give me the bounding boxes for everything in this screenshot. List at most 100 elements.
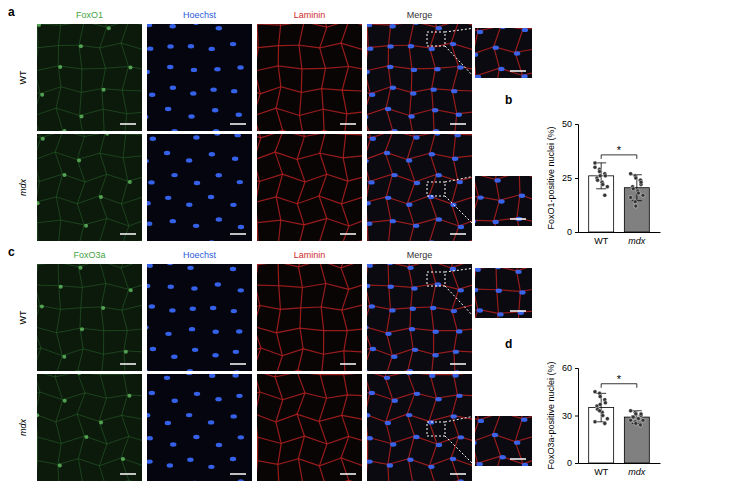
nucleus <box>186 203 192 207</box>
fiber-outline <box>389 286 413 310</box>
nucleus <box>493 220 499 224</box>
fiber-outline <box>410 89 432 116</box>
fiber-outline <box>321 480 349 481</box>
fiber-outline <box>103 109 127 130</box>
fiber-outline <box>257 108 276 131</box>
nucleus <box>216 173 222 177</box>
fiber-outline <box>121 240 142 241</box>
y-tick-mark <box>575 124 578 125</box>
fiber-outline <box>388 459 409 481</box>
fiber-outline <box>55 374 84 377</box>
nucleus <box>458 479 464 481</box>
fiber-outline <box>80 109 104 131</box>
fiber-outline <box>59 24 84 46</box>
fiber-outline <box>475 176 496 197</box>
fiber-outline <box>496 268 516 290</box>
nucleus <box>368 180 374 184</box>
micrograph <box>147 134 252 241</box>
fiber-outline <box>123 134 142 158</box>
fiber-outline <box>257 285 279 305</box>
nucleus <box>384 376 390 380</box>
channel-label: Merge <box>407 10 433 20</box>
nucleus <box>212 108 218 112</box>
data-point <box>605 185 609 189</box>
nucleus <box>413 135 419 139</box>
nucleus <box>410 91 416 95</box>
fiber-outline <box>454 111 472 131</box>
figure: aFoxO1HoechstLamininMergeWTmdxcFoxO3aHoe… <box>0 0 748 495</box>
micrograph <box>257 134 362 241</box>
nucleus <box>147 115 148 119</box>
fiber-outline <box>79 218 107 241</box>
data-point <box>593 390 597 394</box>
fiber-outline <box>452 305 472 331</box>
data-point <box>593 165 597 169</box>
y-tick-label: 0 <box>567 458 572 468</box>
nucleus <box>452 157 458 161</box>
fiber-outline <box>79 264 100 287</box>
fiber-outline <box>452 67 472 91</box>
fiber-outline <box>367 326 387 348</box>
nucleus <box>387 264 393 265</box>
fiber-outline <box>367 264 388 285</box>
nucleus <box>387 65 393 69</box>
fiber-outline <box>518 311 532 318</box>
nucleus <box>192 348 198 352</box>
nucleus <box>236 113 242 117</box>
image-background <box>475 28 532 78</box>
stained-nucleus <box>80 327 84 331</box>
nucleus <box>367 436 373 440</box>
micrograph <box>367 134 472 241</box>
fiber-outline <box>59 286 83 310</box>
data-point <box>603 193 607 197</box>
fiber-outline <box>475 289 497 309</box>
nucleus <box>186 413 192 417</box>
micrograph <box>257 24 362 131</box>
fiber-outline <box>319 436 348 465</box>
nucleus <box>412 348 418 352</box>
fiber-outline <box>342 67 362 91</box>
nucleus <box>391 355 397 359</box>
y-tick-mark <box>575 416 578 417</box>
nucleus <box>171 355 177 359</box>
fiber-outline <box>341 458 362 480</box>
fiber-outline <box>475 456 501 466</box>
x-axis-line <box>579 232 661 233</box>
image-background <box>147 374 252 481</box>
fiber-outline <box>279 286 303 310</box>
fiber-outline <box>385 130 413 131</box>
micrograph <box>147 264 252 371</box>
nucleus <box>150 347 156 351</box>
nucleus <box>496 289 502 293</box>
nucleus <box>147 46 153 50</box>
fiber-outline <box>37 108 56 131</box>
fiber-outline <box>122 67 142 91</box>
nucleus <box>367 46 373 50</box>
nucleus <box>367 24 372 27</box>
stained-nucleus <box>128 180 132 184</box>
fiber-outline <box>451 43 472 66</box>
fiber-outline <box>37 197 56 223</box>
nucleus <box>367 264 373 268</box>
x-axis-line <box>579 463 661 464</box>
fiber-outline <box>37 264 58 285</box>
inset-box <box>427 32 445 46</box>
significance-label: * <box>617 144 622 156</box>
fiber-outline <box>410 307 431 328</box>
scale-bar <box>450 123 466 125</box>
micrograph <box>37 264 142 371</box>
fiber-outline <box>100 43 121 68</box>
fiber-outline <box>429 174 458 196</box>
fiber-outline <box>257 220 281 241</box>
nucleus <box>457 65 463 69</box>
data-point <box>639 180 643 184</box>
fiber-outline <box>56 108 79 130</box>
fiber-outline <box>257 197 276 223</box>
y-tick: 60 <box>562 363 578 373</box>
nucleus <box>147 369 148 371</box>
fiber-outline <box>124 328 142 351</box>
micrograph-panel: cFoxO3aHoechstLamininMergeWTmdx <box>8 237 589 495</box>
panel-label: c <box>8 245 15 259</box>
nucleus <box>191 286 197 290</box>
stained-nucleus <box>63 129 67 131</box>
